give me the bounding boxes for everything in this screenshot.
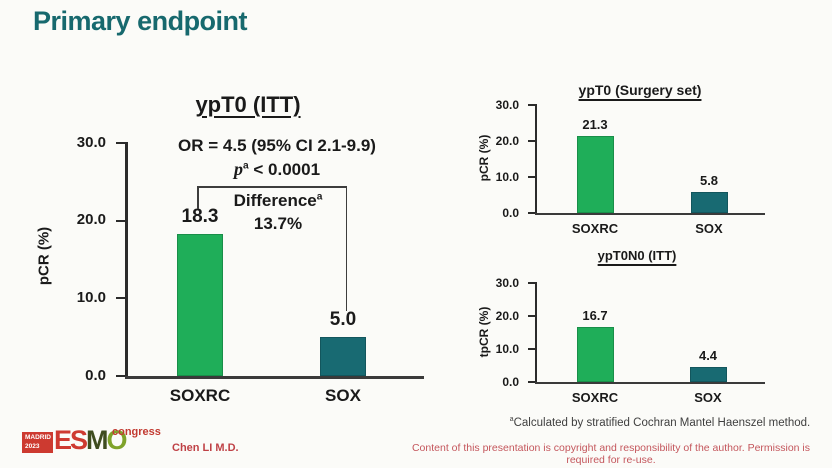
bracket-right <box>345 186 348 311</box>
bar-value-sox-ypt0-itt: 5.0 <box>329 309 357 331</box>
bar-value-sox-ypt0n0-itt: 4.4 <box>698 348 718 364</box>
y-tick-mark-ypt0-itt <box>116 375 125 377</box>
y-tick-label-ypt0-surgery-set: 20.0 <box>495 133 519 148</box>
x-axis-ypt0-itt <box>125 376 424 379</box>
y-tick-mark-ypt0n0-itt <box>528 315 535 317</box>
x-axis-ypt0-surgery-set <box>535 213 765 215</box>
copyright-notice: Content of this presentation is copyrigh… <box>411 442 811 466</box>
y-tick-label-ypt0-itt: 10.0 <box>76 289 106 307</box>
footnote-marker: a <box>509 416 514 424</box>
y-tick-label-ypt0n0-itt: 20.0 <box>495 308 519 323</box>
esmo-wordmark: ESMO <box>54 425 128 455</box>
or-ci-text: OR = 4.5 (95% CI 2.1-9.9) <box>178 136 376 155</box>
y-axis-ypt0-surgery-set <box>535 104 537 213</box>
chart-title-ypt0-itt: ypT0 (ITT) <box>195 92 301 117</box>
author-name: Chen LI M.D. <box>172 442 239 454</box>
chart-title-ypt0n0-itt: ypT0N0 (ITT) <box>597 248 677 263</box>
bar-value-soxrc-ypt0-itt: 18.3 <box>181 205 219 227</box>
difference-label: Differencea <box>233 191 323 210</box>
y-tick-label-ypt0-itt: 20.0 <box>76 211 106 229</box>
x-axis-ypt0n0-itt <box>535 382 765 384</box>
bar-soxrc-ypt0n0-itt <box>576 326 614 382</box>
bar-value-soxrc-ypt0n0-itt: 16.7 <box>582 307 608 323</box>
madrid-2023-badge: MADRID 2023 <box>22 432 53 453</box>
footnote: aCalculated by stratified Cochran Mantel… <box>488 416 832 429</box>
y-tick-mark-ypt0-itt <box>116 297 125 300</box>
y-tick-label-ypt0n0-itt: 0.0 <box>502 374 519 389</box>
congress-label: congress <box>112 426 161 438</box>
y-tick-mark-ypt0-itt <box>116 219 125 222</box>
y-tick-mark-ypt0-itt <box>116 142 125 144</box>
bar-value-sox-ypt0-surgery-set: 5.8 <box>699 173 719 189</box>
y-tick-label-ypt0-itt: 0.0 <box>85 366 106 384</box>
y-tick-label-ypt0-surgery-set: 10.0 <box>495 169 519 184</box>
difference-value: 13.7% <box>253 214 303 233</box>
year-label: 2023 <box>25 442 40 450</box>
slide-title: Primary endpoint <box>33 6 248 36</box>
y-axis-ypt0-itt <box>125 142 128 376</box>
bar-value-soxrc-ypt0-surgery-set: 21.3 <box>582 117 608 133</box>
bar-soxrc-ypt0-surgery-set <box>576 136 614 213</box>
y-tick-mark-ypt0n0-itt <box>528 282 535 284</box>
y-tick-mark-ypt0-surgery-set <box>528 176 535 178</box>
footnote-text: Calculated by stratified Cochran Mantel … <box>513 417 811 429</box>
bracket-top <box>197 186 347 188</box>
x-tick-label-sox-ypt0n0-itt: SOX <box>694 390 722 405</box>
y-tick-label-ypt0n0-itt: 30.0 <box>495 275 519 290</box>
y-tick-mark-ypt0n0-itt <box>528 381 535 383</box>
esmo-congress-logo: MADRID 2023 ESMO congress <box>22 425 161 464</box>
p-value-text: pa < 0.0001 <box>233 159 321 179</box>
y-tick-mark-ypt0-surgery-set <box>528 104 535 106</box>
y-tick-label-ypt0-surgery-set: 0.0 <box>502 205 519 220</box>
y-axis-label-ypt0-itt: pCR (%) <box>35 226 53 286</box>
y-tick-label-ypt0n0-itt: 10.0 <box>495 341 519 356</box>
madrid-label: MADRID <box>25 434 51 442</box>
bar-sox-ypt0-itt <box>320 337 366 376</box>
y-axis-ypt0n0-itt <box>535 282 537 382</box>
x-tick-label-sox-ypt0-surgery-set: SOX <box>695 221 723 236</box>
y-tick-mark-ypt0n0-itt <box>528 348 535 350</box>
x-tick-label-soxrc-ypt0-surgery-set: SOXRC <box>571 221 619 236</box>
y-tick-label-ypt0-surgery-set: 30.0 <box>495 97 519 112</box>
x-tick-label-sox-ypt0-itt: SOX <box>325 386 361 405</box>
y-tick-mark-ypt0-surgery-set <box>528 140 535 142</box>
y-tick-mark-ypt0-surgery-set <box>528 212 535 214</box>
bar-soxrc-ypt0-itt <box>177 233 223 376</box>
bracket-left <box>197 186 199 209</box>
x-tick-label-soxrc-ypt0n0-itt: SOXRC <box>571 390 619 405</box>
x-tick-label-soxrc-ypt0-itt: SOXRC <box>169 386 231 405</box>
bar-sox-ypt0-surgery-set <box>690 192 728 213</box>
bar-sox-ypt0n0-itt <box>689 367 727 382</box>
chart-title-ypt0-surgery-set: ypT0 (Surgery set) <box>578 82 702 98</box>
y-tick-label-ypt0-itt: 30.0 <box>76 133 106 151</box>
